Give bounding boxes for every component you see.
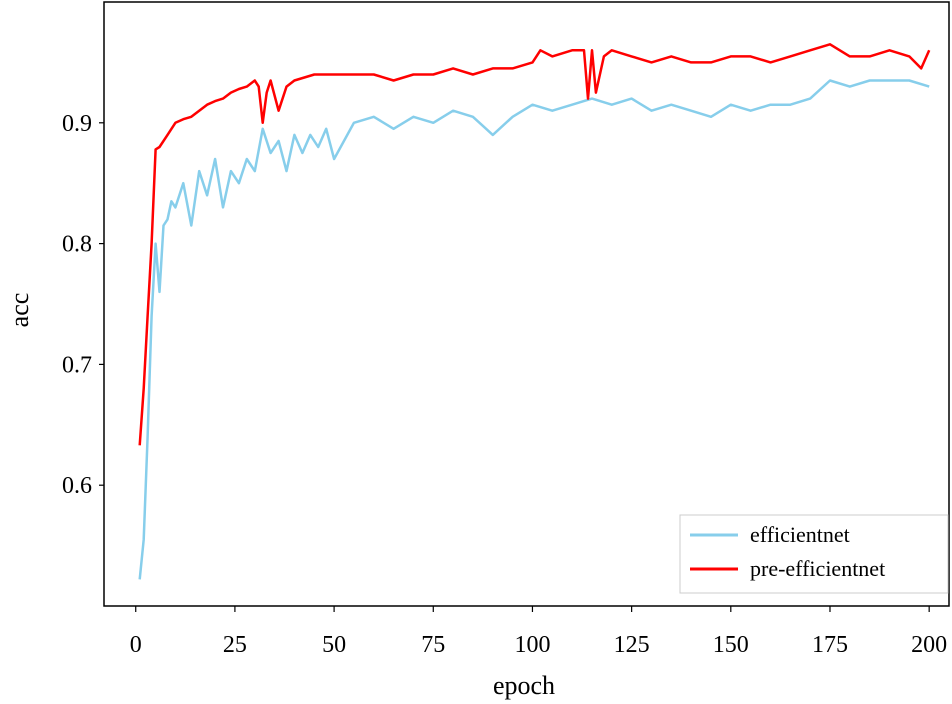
x-axis-ticks: 0 25 50 75 100 125 150 175 200 bbox=[130, 606, 947, 658]
legend-label-efficientnet: efficientnet bbox=[750, 522, 850, 547]
plot-frame bbox=[103, 1, 950, 607]
x-tick-label: 25 bbox=[223, 632, 247, 658]
y-tick-label: 0.6 bbox=[62, 473, 92, 499]
x-tick-label: 200 bbox=[911, 632, 947, 658]
legend-box bbox=[679, 514, 949, 594]
x-tick-label: 0 bbox=[130, 632, 142, 658]
x-tick-label: 125 bbox=[614, 632, 650, 658]
x-axis-label: epoch bbox=[493, 671, 555, 700]
y-axis-label: acc bbox=[5, 293, 34, 328]
x-tick-label: 50 bbox=[322, 632, 346, 658]
y-axis-ticks: 0.6 0.7 0.8 0.9 bbox=[62, 111, 104, 499]
y-tick-label: 0.7 bbox=[62, 352, 92, 378]
legend: efficientnet pre-efficientnet bbox=[679, 514, 949, 594]
x-tick-label: 150 bbox=[713, 632, 749, 658]
y-tick-label: 0.8 bbox=[62, 232, 92, 258]
x-tick-label: 75 bbox=[421, 632, 445, 658]
x-tick-label: 100 bbox=[514, 632, 550, 658]
x-tick-label: 175 bbox=[812, 632, 848, 658]
series-line-pre-efficientnet bbox=[138, 43, 931, 446]
series-line-efficientnet bbox=[138, 79, 930, 580]
plot-area bbox=[103, 1, 950, 607]
series-layer bbox=[138, 43, 931, 580]
y-tick-label: 0.9 bbox=[62, 111, 92, 137]
legend-label-pre-efficientnet: pre-efficientnet bbox=[750, 556, 885, 581]
